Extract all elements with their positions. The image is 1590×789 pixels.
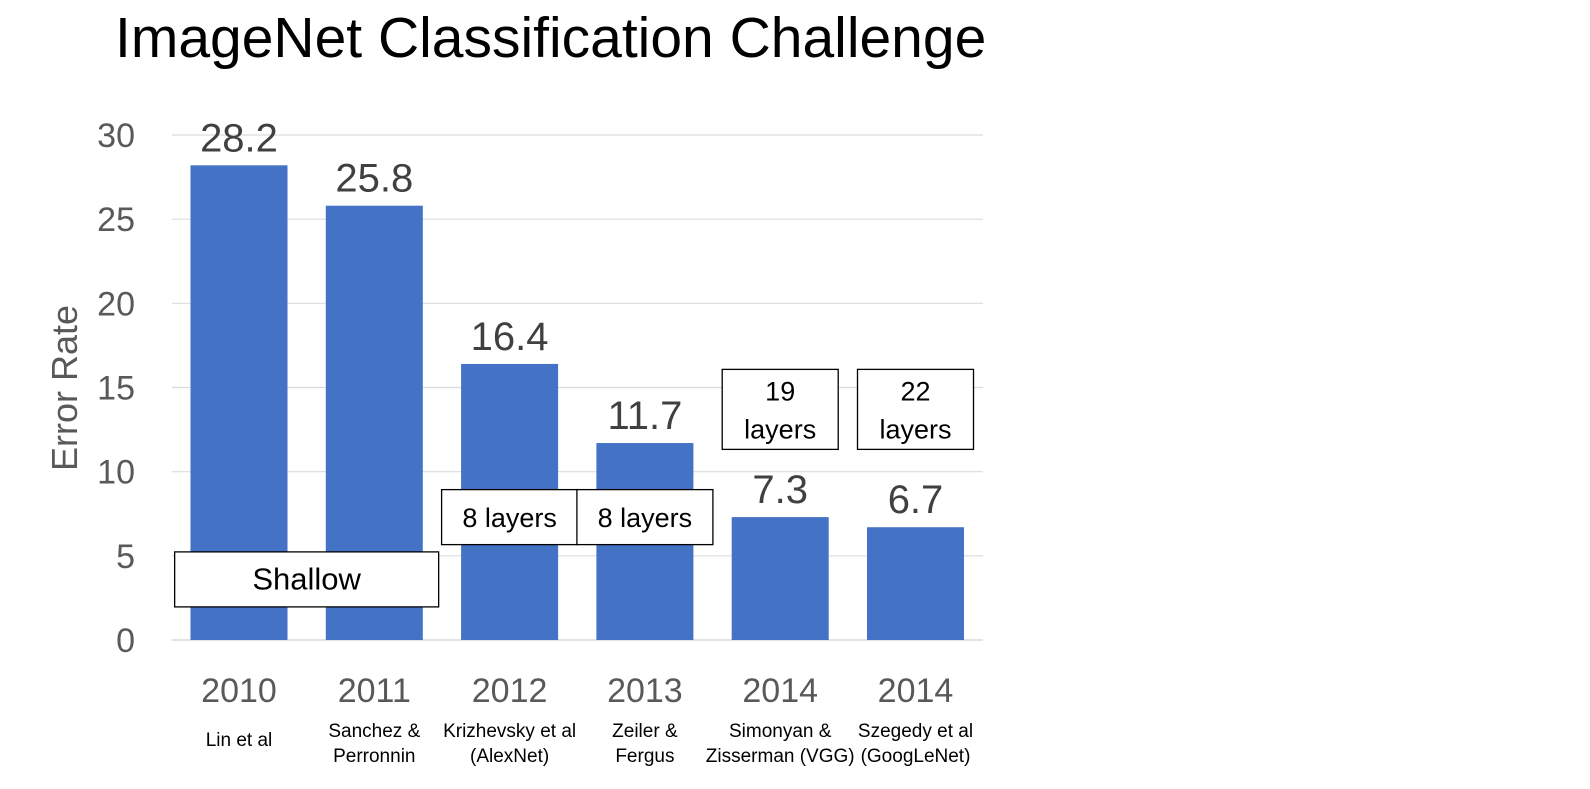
annotation-text: 8 layers — [598, 503, 693, 533]
author-label: Sanchez & — [328, 721, 420, 742]
bar — [867, 527, 964, 640]
bar-value-label: 6.7 — [888, 478, 944, 522]
annotation-text: 8 layers — [462, 503, 557, 533]
y-tick-label: 20 — [97, 285, 135, 323]
author-label: Lin et al — [206, 730, 273, 751]
annotation-text: layers — [879, 414, 951, 444]
bar-value-label: 25.8 — [335, 157, 413, 201]
bar-value-label: 7.3 — [752, 468, 808, 512]
annotation-text: 19 — [765, 376, 795, 406]
y-axis-label: Error Rate — [44, 305, 85, 471]
y-tick-label: 5 — [116, 538, 135, 576]
y-tick-label: 15 — [97, 370, 135, 408]
x-tick-label: 2014 — [878, 672, 954, 710]
annotation-box — [576, 488, 714, 546]
y-tick-label: 30 — [97, 117, 135, 155]
y-tick-label: 25 — [97, 201, 135, 239]
y-tick-label: 0 — [116, 622, 135, 660]
author-label: Fergus — [615, 746, 674, 767]
annotation-text: Shallow — [252, 561, 361, 596]
x-tick-label: 2014 — [742, 672, 818, 710]
author-label: Perronnin — [333, 746, 415, 767]
annotation-box — [173, 551, 440, 608]
annotation-box — [721, 368, 839, 451]
annotation-text: layers — [744, 414, 816, 444]
author-label: Szegedy et al — [858, 721, 973, 742]
bar-value-label: 28.2 — [200, 116, 278, 160]
author-label: (AlexNet) — [470, 746, 549, 767]
x-tick-label: 2010 — [201, 672, 277, 710]
bar-value-label: 16.4 — [471, 315, 549, 359]
bar-value-label: 11.7 — [607, 394, 682, 438]
x-tick-label: 2013 — [607, 672, 683, 710]
author-label: (GoogLeNet) — [861, 746, 971, 767]
x-tick-label: 2011 — [338, 672, 411, 710]
slide-title: ImageNet Classification Challenge — [115, 6, 987, 70]
x-tick-label: 2012 — [472, 672, 548, 710]
annotation-box — [440, 488, 579, 546]
author-label: Krizhevsky et al — [443, 721, 576, 742]
bar — [731, 517, 829, 640]
y-tick-label: 10 — [97, 454, 135, 492]
author-label: Zisserman (VGG) — [706, 746, 855, 767]
author-label: Zeiler & — [612, 721, 678, 742]
annotation-text: 22 — [900, 376, 930, 406]
author-label: Simonyan & — [729, 721, 832, 742]
annotation-box — [856, 368, 975, 451]
